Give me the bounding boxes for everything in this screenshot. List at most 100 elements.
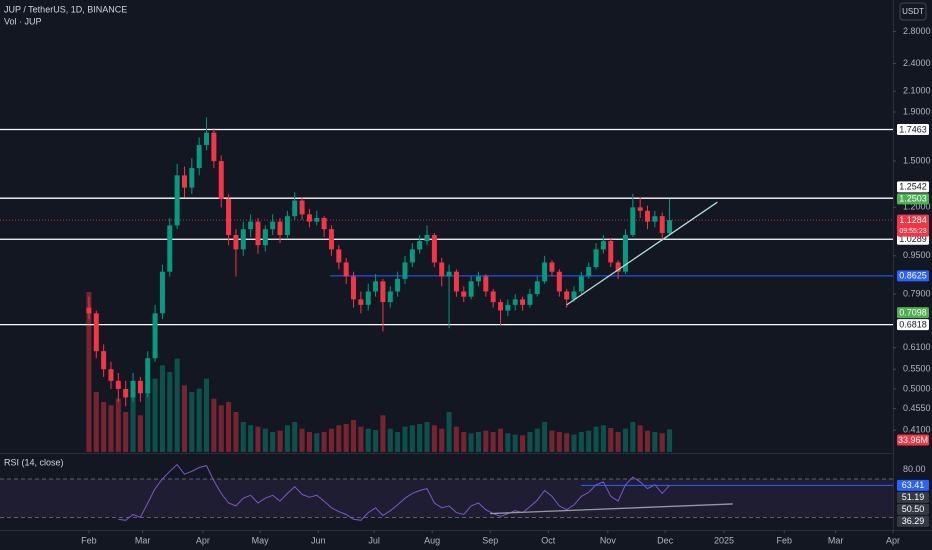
- candle-body: [667, 220, 673, 234]
- volume-bar: [314, 433, 320, 452]
- volume-label: 33.96M: [898, 435, 928, 445]
- volume-bar: [299, 428, 305, 452]
- y-tick-label: 0.7900: [903, 288, 931, 298]
- candle-body: [622, 235, 628, 272]
- volume-bar: [527, 432, 533, 452]
- candle-body: [189, 168, 195, 188]
- volume-bar: [483, 430, 489, 452]
- y-tick-label: 1.9000: [903, 106, 931, 116]
- volume-bar: [255, 426, 261, 452]
- x-tick-label: Sep: [482, 535, 498, 545]
- candle-body: [395, 278, 401, 292]
- volume-bar: [226, 402, 232, 452]
- price-label-box: [897, 214, 929, 237]
- trendline: [566, 201, 718, 306]
- volume-bar: [218, 405, 224, 452]
- volume-bar: [630, 422, 636, 452]
- price-label: 1.2542: [899, 182, 927, 192]
- candle-body: [108, 369, 114, 381]
- candle-body: [615, 262, 621, 272]
- candle-body: [204, 132, 210, 146]
- candle-body: [299, 200, 305, 215]
- price-label-box: [897, 307, 929, 319]
- candle-body: [292, 200, 298, 217]
- price-label-box: [897, 319, 929, 331]
- volume-bar: [505, 433, 511, 452]
- volume-bar: [336, 425, 342, 452]
- candle-body: [336, 249, 342, 263]
- volume-bar: [130, 395, 136, 452]
- volume-bar: [600, 425, 606, 452]
- volume-bar: [622, 428, 628, 452]
- volume-bar: [137, 415, 143, 452]
- volume-bar: [211, 398, 217, 452]
- x-tick-label: Mar: [828, 535, 844, 545]
- volume-bar: [380, 415, 386, 452]
- volume-bar: [578, 432, 584, 452]
- currency-button[interactable]: [899, 2, 927, 21]
- y-tick-label: 2.1000: [903, 86, 931, 96]
- volume-bar: [189, 392, 195, 452]
- volume-bar: [115, 398, 121, 452]
- candle-body: [453, 271, 459, 292]
- volume-bar: [321, 432, 327, 452]
- volume-bar: [637, 425, 643, 452]
- y-tick-label: 0.5500: [903, 364, 931, 374]
- candle-body: [637, 207, 643, 211]
- chart-title: JUP / TetherUS, 1D, BINANCE: [4, 4, 127, 14]
- volume-bar: [181, 385, 187, 452]
- candle-body: [255, 221, 261, 246]
- x-tick-label: Apr: [886, 535, 900, 545]
- y-tick-label: 0.5000: [903, 383, 931, 393]
- volume-bar: [645, 430, 651, 452]
- x-tick-label: May: [252, 535, 270, 545]
- candle-body: [549, 262, 555, 272]
- candle-body: [498, 302, 504, 311]
- candle-body: [270, 221, 276, 230]
- candle-body: [226, 198, 232, 236]
- candle-body: [461, 291, 467, 297]
- candle-body: [593, 249, 599, 268]
- volume-bar: [431, 425, 437, 452]
- volume-bar: [417, 424, 423, 452]
- price-label-box: [897, 503, 929, 515]
- volume-bar: [659, 433, 665, 452]
- candle-body: [86, 307, 92, 314]
- currency-label[interactable]: USDT: [902, 7, 924, 16]
- volume-bar: [461, 432, 467, 452]
- volume-bar: [667, 429, 673, 452]
- y-tick-label: 1.5000: [903, 155, 931, 165]
- volume-bar: [262, 428, 268, 452]
- price-label: 1.7463: [899, 124, 927, 134]
- candle-body: [328, 229, 334, 250]
- candle-body: [409, 249, 415, 263]
- candle-body: [373, 281, 379, 292]
- volume-bar: [520, 435, 526, 452]
- volume-bar: [615, 432, 621, 452]
- price-label-box: [897, 270, 929, 282]
- volume-bar: [439, 428, 445, 452]
- candle-body: [520, 299, 526, 305]
- volume-bar: [453, 426, 459, 452]
- price-label: 50.50: [902, 504, 925, 514]
- x-tick-label: Dec: [657, 535, 674, 545]
- candle-body: [424, 235, 430, 242]
- candle-body: [542, 262, 548, 282]
- volume-title: Vol · JUP: [4, 16, 42, 26]
- volume-bar: [328, 428, 334, 452]
- price-label: 1.2503: [899, 194, 927, 204]
- volume-bar: [204, 378, 210, 452]
- price-label: 63.41: [902, 480, 925, 490]
- volume-bar: [498, 428, 504, 452]
- volume-bar: [108, 405, 114, 452]
- price-label-box: [897, 193, 929, 205]
- price-label: 51.19: [902, 492, 925, 502]
- y-tick-label: 0.4550: [903, 403, 931, 413]
- candle-body: [284, 216, 290, 236]
- price-label: 0.8625: [899, 271, 927, 281]
- candle-body: [446, 271, 452, 277]
- volume-bar: [284, 425, 290, 452]
- rsi-tick-label: 80.00: [903, 464, 926, 474]
- volume-bar: [556, 432, 562, 452]
- candle-body: [387, 291, 393, 303]
